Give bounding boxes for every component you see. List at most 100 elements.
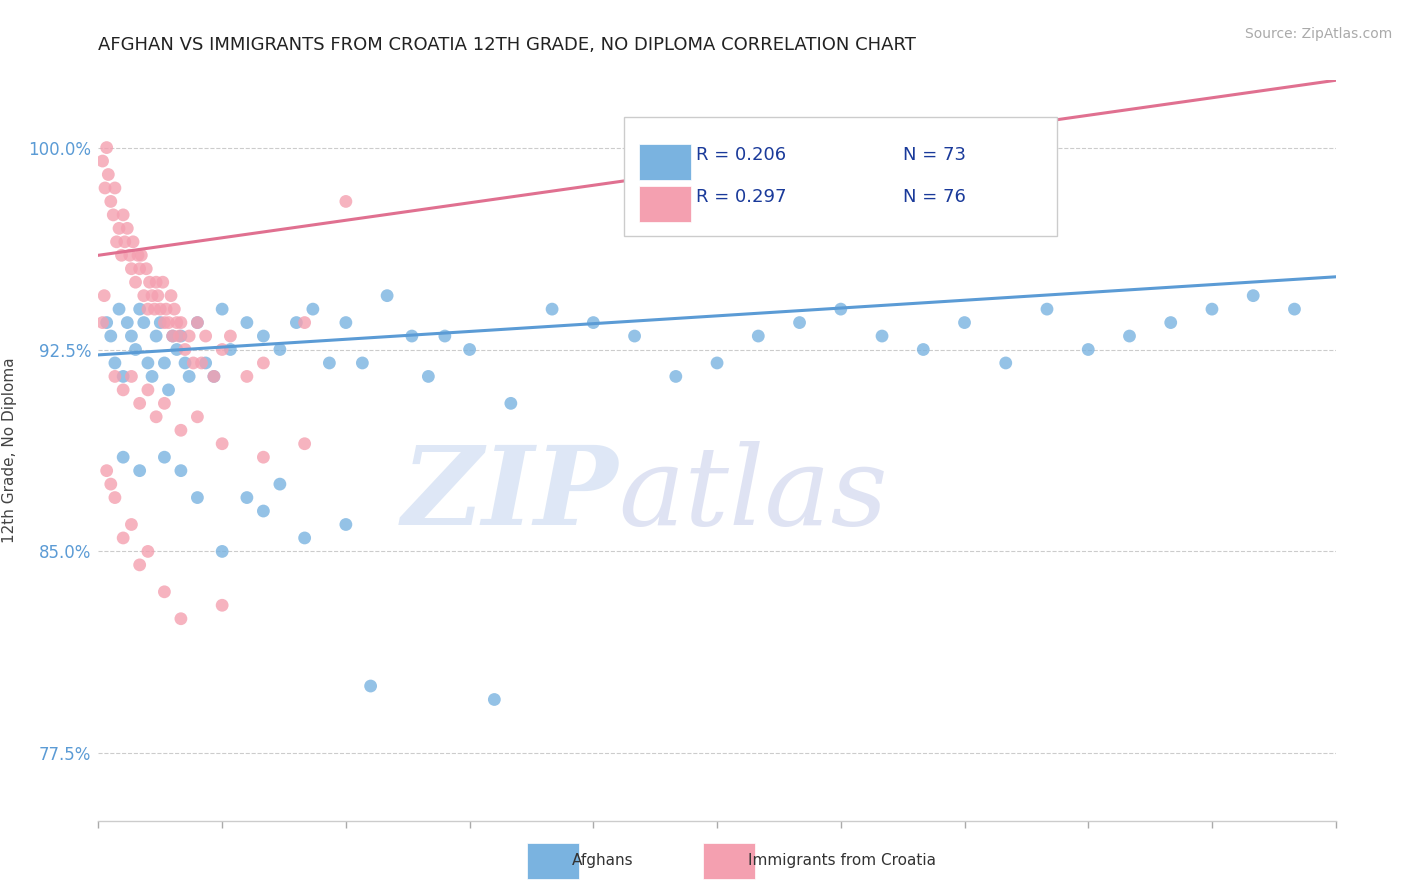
Point xyxy=(160,288,183,302)
Point xyxy=(870,329,893,343)
Point xyxy=(186,491,208,505)
Point xyxy=(170,316,193,330)
Point xyxy=(181,356,204,370)
Point xyxy=(93,288,115,302)
Text: Immigrants from Croatia: Immigrants from Croatia xyxy=(748,854,936,868)
Point xyxy=(118,248,141,262)
Point xyxy=(294,531,316,545)
Point xyxy=(128,261,150,276)
Point xyxy=(202,369,225,384)
Point xyxy=(211,302,233,317)
Point xyxy=(170,464,193,478)
Point xyxy=(136,302,159,317)
Point xyxy=(211,436,233,450)
Point xyxy=(789,316,811,330)
Point xyxy=(1160,316,1182,330)
Point xyxy=(153,584,176,599)
Point xyxy=(91,154,114,169)
Point xyxy=(190,356,212,370)
Point xyxy=(145,275,167,289)
Point xyxy=(153,450,176,465)
Text: atlas: atlas xyxy=(619,442,887,549)
Point xyxy=(96,140,118,154)
Point xyxy=(104,369,127,384)
Point xyxy=(252,356,274,370)
Point xyxy=(120,517,142,532)
Point xyxy=(166,343,188,357)
Point xyxy=(1118,329,1140,343)
Point xyxy=(128,302,150,317)
Point xyxy=(153,396,176,410)
Point xyxy=(335,316,357,330)
Point xyxy=(375,288,398,302)
Point xyxy=(302,302,325,317)
Point xyxy=(170,329,193,343)
Text: R = 0.206: R = 0.206 xyxy=(696,146,786,164)
Point xyxy=(211,544,233,558)
Point xyxy=(179,329,201,343)
Point xyxy=(252,504,274,518)
Point xyxy=(285,316,308,330)
Point xyxy=(318,356,340,370)
Point xyxy=(97,168,120,182)
Point xyxy=(194,329,217,343)
Point xyxy=(145,409,167,424)
Point xyxy=(401,329,423,343)
Point xyxy=(120,369,142,384)
FancyBboxPatch shape xyxy=(640,145,692,180)
Point xyxy=(114,235,136,249)
Point xyxy=(132,316,155,330)
Point xyxy=(167,329,190,343)
FancyBboxPatch shape xyxy=(640,186,692,222)
Point xyxy=(153,316,176,330)
Point xyxy=(136,383,159,397)
Point xyxy=(458,343,481,357)
Point xyxy=(149,302,172,317)
Point xyxy=(484,692,506,706)
Y-axis label: 12th Grade, No Diploma: 12th Grade, No Diploma xyxy=(3,358,17,543)
Point xyxy=(162,329,184,343)
Point xyxy=(145,329,167,343)
Point xyxy=(136,356,159,370)
Point xyxy=(541,302,564,317)
Point xyxy=(294,436,316,450)
Point xyxy=(665,369,688,384)
Point xyxy=(155,302,177,317)
Point xyxy=(1201,302,1223,317)
Text: Source: ZipAtlas.com: Source: ZipAtlas.com xyxy=(1244,27,1392,41)
Point xyxy=(1241,288,1264,302)
Point xyxy=(252,329,274,343)
Point xyxy=(120,261,142,276)
Point xyxy=(1036,302,1059,317)
Point xyxy=(153,356,176,370)
Point xyxy=(112,450,135,465)
Point xyxy=(120,329,142,343)
Point xyxy=(174,356,197,370)
Point xyxy=(170,423,193,437)
Point xyxy=(170,612,193,626)
Point xyxy=(152,275,174,289)
Point xyxy=(1077,343,1099,357)
Point xyxy=(912,343,935,357)
Point xyxy=(103,208,125,222)
Point xyxy=(706,356,728,370)
Point xyxy=(157,316,180,330)
Text: R = 0.297: R = 0.297 xyxy=(696,188,786,206)
Point xyxy=(360,679,382,693)
Point xyxy=(112,208,135,222)
Point xyxy=(433,329,456,343)
Point xyxy=(143,302,166,317)
Point xyxy=(747,329,769,343)
Point xyxy=(335,517,357,532)
Point xyxy=(112,383,135,397)
Text: ZIP: ZIP xyxy=(402,442,619,549)
Point xyxy=(149,316,172,330)
Point xyxy=(186,316,208,330)
Point xyxy=(269,343,291,357)
Point xyxy=(128,396,150,410)
Point xyxy=(117,221,139,235)
Point xyxy=(582,316,605,330)
Point xyxy=(202,369,225,384)
Point xyxy=(146,288,169,302)
Point xyxy=(194,356,217,370)
